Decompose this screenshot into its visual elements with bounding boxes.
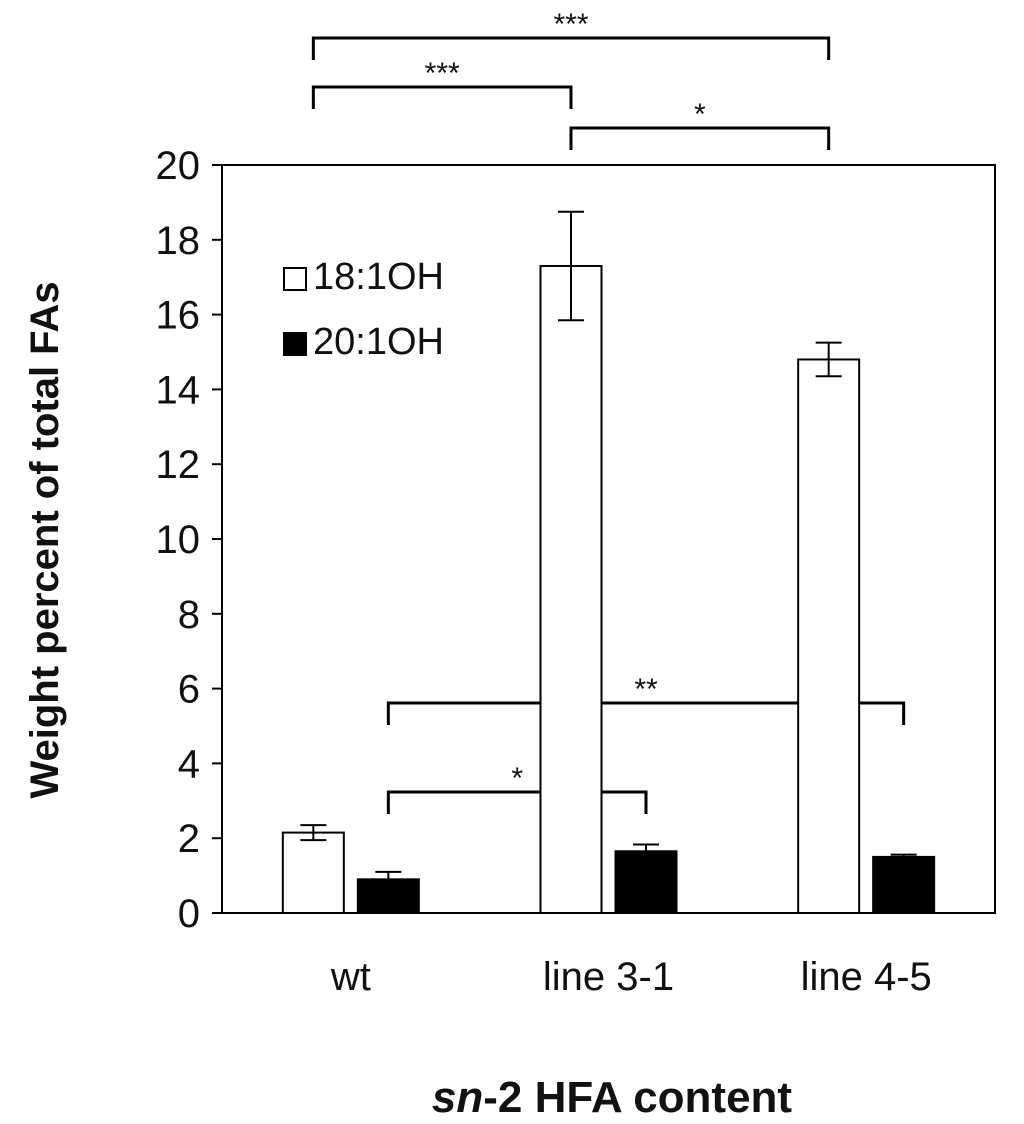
bar-20-1oh: [872, 855, 936, 915]
y-tick-label: 16: [156, 294, 201, 338]
bar-18-1oh: [539, 264, 603, 915]
significance-label: ***: [425, 57, 460, 90]
bracket-line: [386, 701, 906, 725]
significance-label: ***: [553, 8, 588, 41]
significance-brackets: **********: [311, 8, 906, 814]
bracket-line: [311, 36, 831, 60]
bracket-line: [311, 85, 573, 109]
legend-swatch: [283, 332, 307, 356]
x-tick-label: line 4-5: [801, 955, 932, 999]
x-axis: wt line 3-1 line 4-5: [330, 955, 932, 999]
y-tick-label: 18: [156, 219, 201, 263]
bar-18-1oh: [797, 358, 861, 915]
x-tick-label: wt: [330, 955, 371, 999]
y-tick-label: 0: [178, 892, 200, 936]
y-tick-label: 14: [156, 368, 201, 412]
x-tick-label: line 3-1: [543, 955, 674, 999]
y-tick-label: 6: [178, 668, 200, 712]
legend-label: 18:1OH: [313, 256, 444, 298]
significance-bracket: *: [386, 762, 648, 814]
x-axis-label-italic: sn: [432, 1073, 483, 1122]
significance-label: *: [694, 98, 706, 131]
y-tick-label: 4: [178, 742, 200, 786]
bar-18-1oh: [281, 831, 345, 915]
bar-20-1oh: [614, 850, 678, 914]
legend-label: 20:1OH: [313, 321, 444, 363]
y-tick-label: 8: [178, 593, 200, 637]
significance-bracket: **: [386, 673, 906, 725]
x-axis-label: sn-2 HFA content: [432, 1073, 793, 1122]
bracket-line: [386, 790, 648, 814]
y-axis-label: Weight percent of total FAs: [23, 281, 67, 798]
significance-label: **: [634, 673, 658, 706]
significance-bracket: ***: [311, 57, 573, 109]
significance-label: *: [511, 762, 523, 795]
y-tick-label: 10: [156, 518, 201, 562]
legend-swatch: [283, 267, 307, 291]
x-axis-label-rest: -2 HFA content: [483, 1073, 792, 1122]
significance-bracket: ***: [311, 8, 831, 60]
bars: [281, 264, 936, 915]
y-axis: 0 2 4 6 8 10 12 14 16 18 20: [156, 144, 222, 936]
bracket-line: [569, 126, 831, 150]
significance-bracket: *: [569, 98, 831, 150]
legend: 18:1OH 20:1OH: [283, 256, 444, 363]
y-tick-label: 2: [178, 817, 200, 861]
y-tick-label: 12: [156, 443, 201, 487]
error-bars: [300, 210, 917, 888]
y-tick-label: 20: [156, 144, 201, 188]
